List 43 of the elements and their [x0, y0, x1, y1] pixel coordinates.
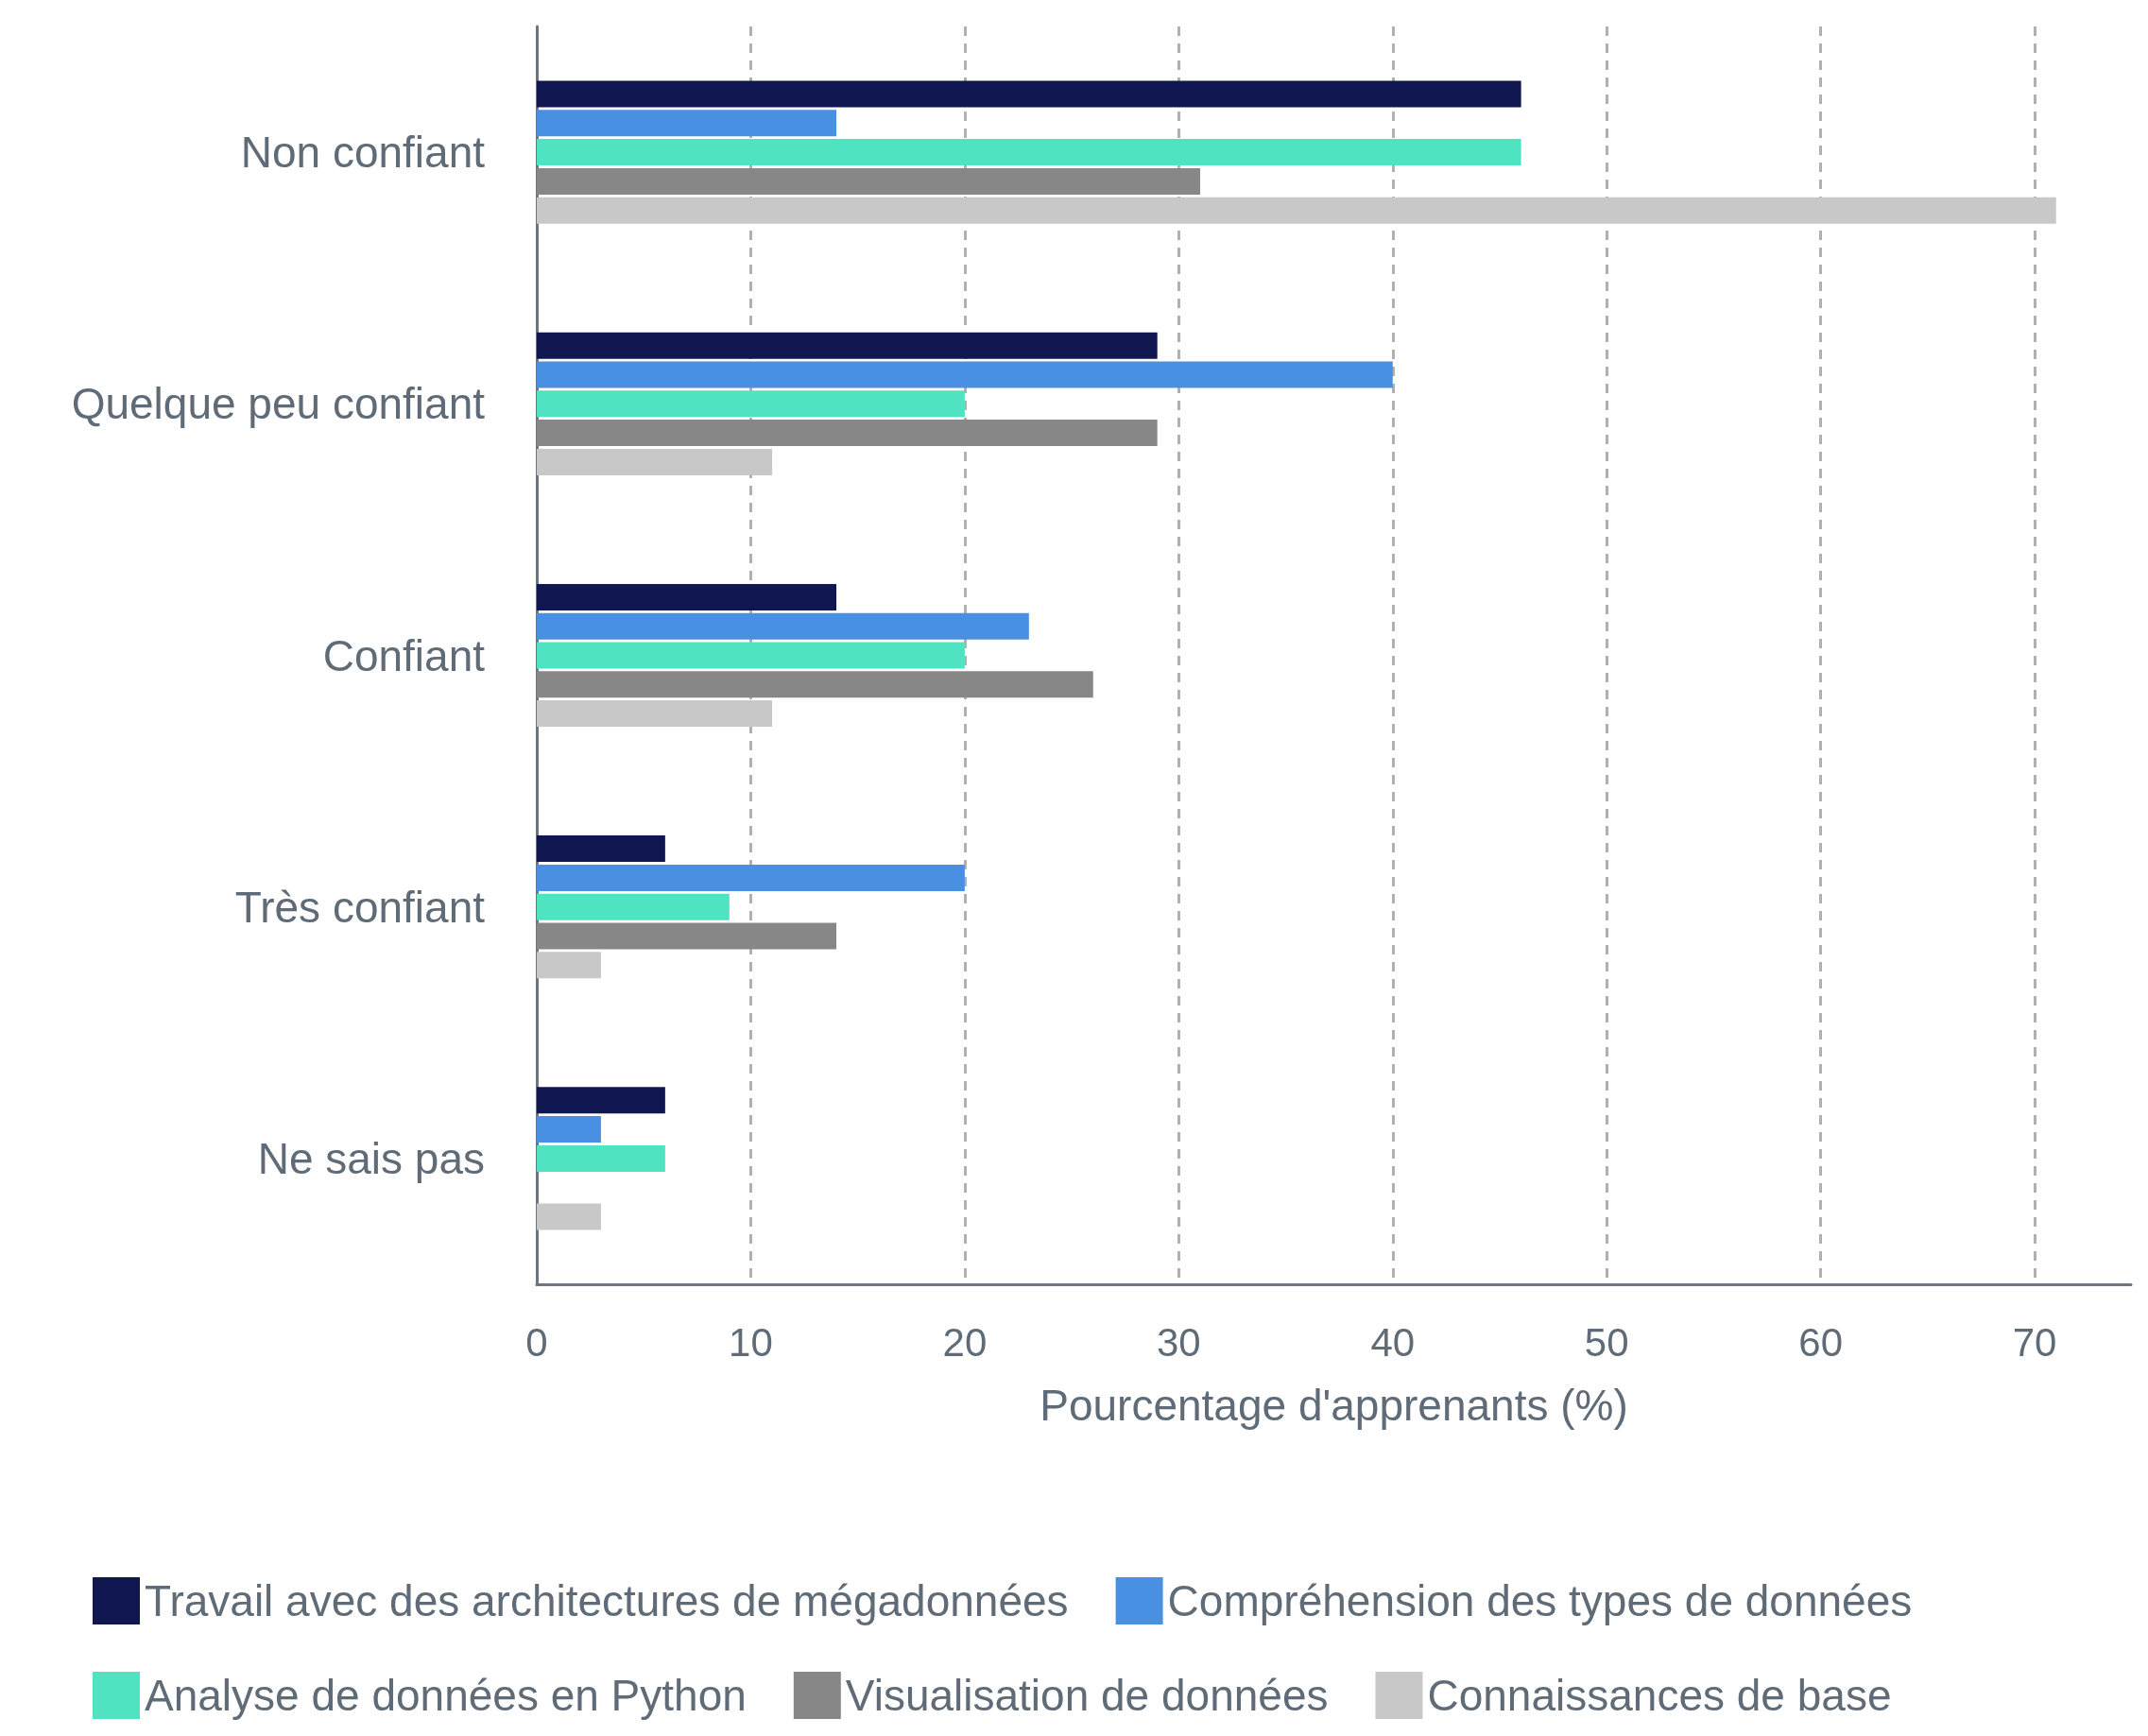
bar: [537, 110, 837, 137]
bar: [537, 835, 665, 863]
bar: [537, 893, 730, 920]
x-tick-label: 50: [1584, 1319, 1629, 1365]
y-tick-label: Non confiant: [240, 128, 486, 178]
bar: [537, 671, 1093, 698]
x-tick-label: 20: [942, 1319, 988, 1365]
x-tick-label: 0: [525, 1319, 548, 1365]
y-tick-label: Confiant: [322, 630, 486, 680]
bar: [537, 952, 601, 979]
legend-label: Travail avec des architectures de mégadonnées: [145, 1576, 1069, 1625]
bar: [537, 700, 773, 728]
bar: [537, 361, 1393, 388]
bar: [537, 922, 837, 950]
y-tick-label: Très confiant: [234, 882, 486, 932]
y-tick-label: Ne sais pas: [257, 1133, 485, 1183]
bar: [537, 448, 773, 475]
bar: [537, 167, 1200, 195]
bar: [537, 612, 1029, 640]
bar: [537, 1144, 665, 1172]
legend-label: Connaissances de base: [1427, 1671, 1892, 1720]
bar: [537, 420, 1158, 447]
x-tick-label: 60: [1798, 1319, 1844, 1365]
bar: [537, 332, 1158, 359]
bar: [537, 1203, 601, 1230]
bar: [537, 1087, 665, 1114]
legend-label: Visualisation de données: [845, 1671, 1329, 1720]
bar: [537, 80, 1521, 108]
x-axis-title: Pourcentage d'apprenants (%): [1040, 1381, 1628, 1430]
bar: [537, 642, 965, 669]
bar: [537, 583, 837, 610]
x-tick-label: 70: [2012, 1319, 2057, 1365]
x-tick-label: 10: [729, 1319, 773, 1365]
bar: [537, 864, 965, 891]
bar: [537, 1116, 601, 1143]
bar: [537, 139, 1521, 166]
legend-label: Compréhension des types de données: [1167, 1576, 1913, 1625]
bar: [537, 390, 965, 418]
x-tick-label: 40: [1370, 1319, 1416, 1365]
bar: [537, 197, 2056, 224]
legend-label: Analyse de données en Python: [145, 1671, 747, 1720]
y-tick-label: Quelque peu confiant: [71, 379, 486, 429]
x-tick-label: 30: [1156, 1319, 1201, 1365]
